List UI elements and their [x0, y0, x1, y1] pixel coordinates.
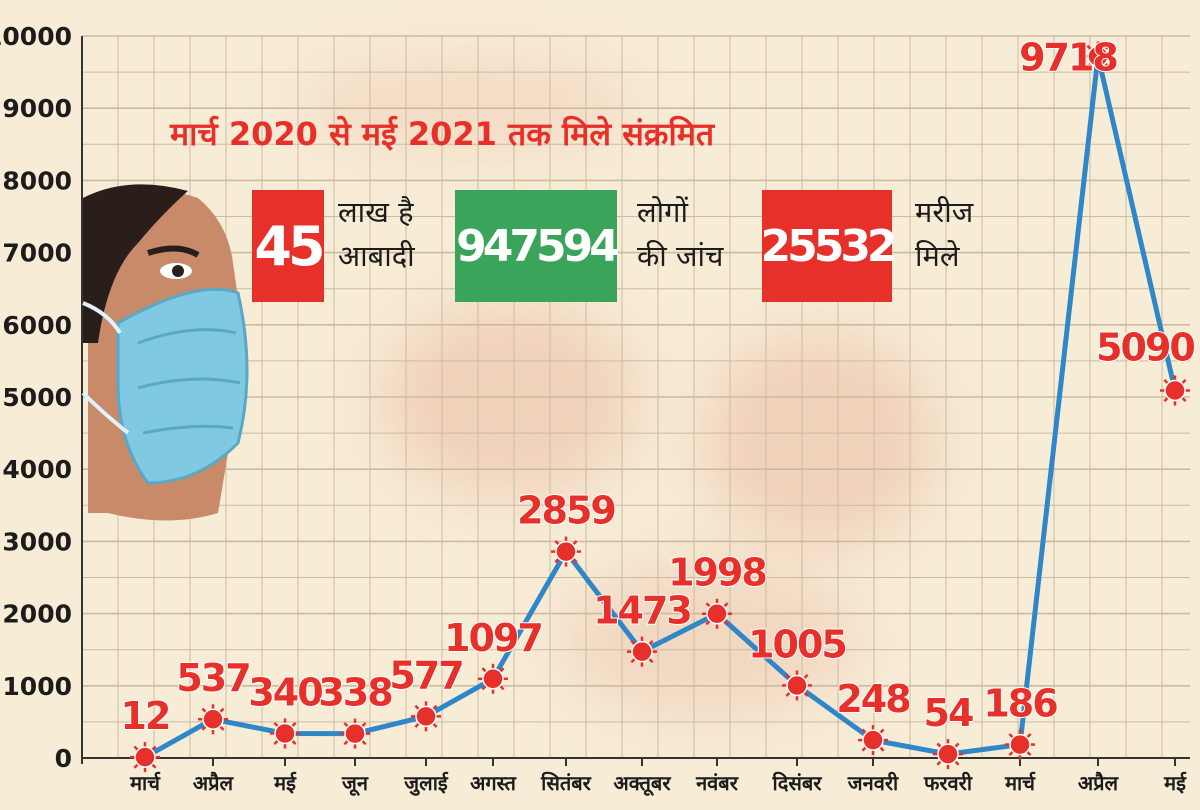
- y-tick-label: 8000: [2, 166, 72, 195]
- y-tick-label: 5000: [2, 383, 72, 412]
- data-label: 9718: [1019, 35, 1117, 79]
- y-tick-label: 7000: [2, 239, 72, 268]
- stat-patients-line2: मिले: [915, 239, 960, 273]
- data-label: 54: [924, 691, 973, 735]
- stat-tests-desc: लोगों की जांच: [637, 190, 723, 278]
- stat-population-value: 45: [254, 214, 325, 278]
- data-label: 12: [121, 694, 170, 738]
- stat-population-line2: आबादी: [338, 239, 415, 273]
- stat-tests-line2: की जांच: [637, 239, 724, 273]
- background-blob: [380, 300, 640, 500]
- series-line: [143, 53, 1178, 760]
- x-tick-label: अगस्त: [470, 771, 517, 795]
- x-tick-label: सितंबर: [540, 771, 592, 795]
- data-point: [627, 636, 657, 667]
- x-tick-label: मार्च: [1004, 771, 1036, 795]
- background-blob: [700, 330, 940, 550]
- x-tick-label: अप्रैल: [1078, 771, 1120, 795]
- data-point: [782, 670, 812, 701]
- data-point: [478, 663, 508, 694]
- data-point: [1005, 729, 1035, 760]
- background-blob: [300, 60, 640, 150]
- data-point: [858, 725, 888, 756]
- data-point: [270, 718, 300, 749]
- data-label: 537: [176, 656, 249, 700]
- data-label: 2859: [517, 489, 615, 533]
- stat-patients-box: 25532: [760, 190, 898, 302]
- y-tick-label: 4000: [2, 455, 72, 484]
- data-label: 1097: [444, 616, 542, 660]
- y-tick-label: 0: [55, 744, 72, 773]
- data-point: [411, 701, 441, 732]
- x-tick-label: मार्च: [129, 771, 161, 795]
- data-label: 1998: [668, 551, 766, 595]
- data-label: 338: [318, 671, 392, 715]
- x-axis-ticks: मार्च अप्रैल मई जून जुलाई अगस्त सितंबर अक्तूबर न…: [129, 758, 1187, 796]
- data-point: [1083, 41, 1113, 72]
- stat-patients-desc: मरीज मिले: [915, 190, 973, 278]
- data-label: 577: [389, 653, 462, 697]
- y-axis-ticks: 0 1000 2000 3000 4000 5000 6000 7000 8000 9000 100…: [0, 22, 72, 773]
- data-point: [1160, 375, 1190, 406]
- x-tick-label: जनवरी: [847, 771, 899, 795]
- x-tick-label: मई: [273, 771, 297, 795]
- y-tick-label: 9000: [2, 94, 72, 123]
- chart-grid: [81, 35, 1190, 764]
- stat-tests-line1: लोगों: [637, 195, 689, 229]
- data-label: 5090: [1096, 326, 1194, 370]
- data-point: [933, 739, 963, 770]
- y-tick-label: 6000: [2, 311, 72, 340]
- x-tick-label: जुलाई: [403, 771, 449, 796]
- x-tick-label: अप्रैल: [193, 771, 235, 795]
- y-tick-label: 1000: [2, 672, 72, 701]
- x-tick-label: अक्तूबर: [614, 771, 672, 796]
- x-tick-label: जून: [341, 771, 369, 796]
- x-tick-label: फरवरी: [923, 771, 973, 795]
- x-tick-label: दिसंबर: [772, 771, 823, 795]
- data-point: [340, 718, 370, 749]
- x-tick-label: मई: [1163, 771, 1187, 795]
- data-point: [551, 536, 581, 567]
- stat-patients-line1: मरीज: [915, 195, 974, 229]
- stat-population-box: 45: [252, 190, 326, 302]
- data-label: 340: [248, 670, 322, 714]
- stat-tests-box: 947594: [455, 190, 620, 302]
- data-point: [130, 742, 160, 773]
- masked-face-illustration: [81, 184, 249, 521]
- stat-patients-value: 25532: [760, 220, 897, 272]
- data-point: [702, 598, 732, 629]
- data-label: 1473: [593, 589, 691, 633]
- data-label: 1005: [748, 622, 846, 666]
- y-tick-label: 2000: [2, 600, 72, 629]
- y-tick-label: 10000: [0, 22, 72, 51]
- data-label: 186: [983, 682, 1057, 726]
- x-tick-label: नवंबर: [695, 771, 739, 795]
- chart-headline: मार्च 2020 से मई 2021 तक मिले संक्रमित: [170, 115, 715, 153]
- y-tick-label: 3000: [2, 527, 72, 556]
- data-label: 248: [836, 677, 910, 721]
- stat-tests-value: 947594: [456, 220, 620, 272]
- stat-population-line1: लाख है: [338, 195, 414, 229]
- data-point: [198, 704, 228, 735]
- stat-population-desc: लाख है आबादी: [338, 190, 415, 278]
